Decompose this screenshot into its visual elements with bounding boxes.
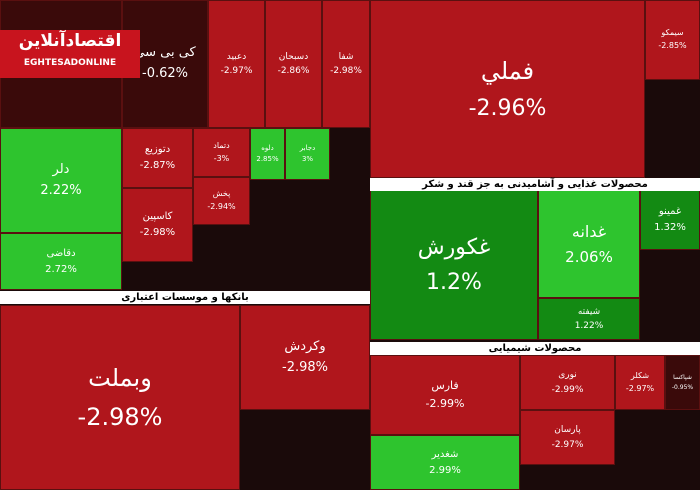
cell[interactable]: نوری -2.99%: [520, 355, 615, 410]
cell-name: شکلر: [630, 370, 650, 380]
cell[interactable]: غکورش 1.2%: [370, 190, 538, 340]
cell-name: دتوزیع: [144, 144, 171, 155]
cell-change: 3%: [301, 155, 314, 163]
section-title: محصولات شیمیایی: [370, 342, 700, 355]
cell-name: وکردش: [284, 338, 326, 354]
cell-change: -2.96%: [468, 95, 547, 121]
cell-name: کاسپین: [142, 211, 173, 222]
cell-change: -2.99%: [551, 384, 584, 395]
cell-name: غدانه: [571, 222, 607, 242]
cell[interactable]: فملي -2.96%: [370, 0, 645, 178]
cell-name: غکورش: [417, 234, 491, 260]
cell[interactable]: دسبحان -2.86%: [265, 0, 322, 128]
cell-change: -3%: [213, 153, 230, 163]
cell-change: 1.22%: [574, 321, 604, 331]
cell-name: دلوه: [261, 143, 274, 152]
cell-change: 1.32%: [654, 222, 686, 233]
cell[interactable]: سیمکو -2.85%: [645, 0, 700, 80]
cell-change: -2.98%: [282, 359, 328, 375]
cell-name: دجابر: [299, 143, 316, 152]
cell-change: -2.98%: [330, 66, 362, 76]
logo: اقتصادآنلاین EGHTESADONLINE: [0, 30, 140, 78]
cell-name: پخش: [212, 189, 231, 199]
logo-text: اقتصادآنلاین: [18, 31, 122, 51]
cell[interactable]: وکردش -2.98%: [240, 305, 370, 410]
cell-name: شیفته: [577, 306, 601, 317]
cell-change: -2.86%: [277, 66, 310, 76]
cell-change: -2.87%: [139, 160, 176, 171]
cell-name: فارس: [431, 379, 459, 393]
cell-change: 2.72%: [45, 263, 77, 275]
cell-name: پارسان: [554, 425, 581, 436]
cell[interactable]: پارسان -2.97%: [520, 410, 615, 465]
cell[interactable]: شپاکسا -0.95%: [665, 355, 700, 410]
cell-change: -2.97%: [551, 439, 584, 450]
cell-change: 2.22%: [40, 182, 82, 198]
cell-name: دسبحان: [278, 51, 309, 62]
cell-name: دعبید: [226, 51, 247, 62]
cell-name: سیمکو: [661, 28, 684, 38]
cell[interactable]: شکلر -2.97%: [615, 355, 665, 410]
cell[interactable]: دلر 2.22%: [0, 128, 122, 233]
cell-change: -2.85%: [658, 41, 687, 50]
cell-change: 2.06%: [565, 247, 613, 266]
cell-name: دلر: [52, 161, 70, 177]
cell-change: -2.99%: [425, 397, 465, 410]
cell[interactable]: فارس -2.99%: [370, 355, 520, 435]
cell-change: -2.98%: [139, 227, 176, 238]
cell-change: -2.97%: [220, 66, 253, 76]
cell[interactable]: وبملت -2.98%: [0, 305, 240, 490]
cell-name: نوری: [558, 370, 577, 381]
cell-name: شفا: [338, 51, 354, 62]
cell-name: وبملت: [88, 364, 152, 393]
cell-name: کی بی سی: [134, 45, 196, 61]
cell-change: 2.99%: [429, 464, 461, 476]
cell[interactable]: غمینو 1.32%: [640, 190, 700, 250]
cell-change: 1.2%: [426, 270, 482, 295]
cell-name: دقاضی: [46, 247, 76, 259]
cell-change: -0.62%: [142, 66, 188, 81]
cell-change: -2.97%: [625, 383, 655, 393]
cell[interactable]: دجابر 3%: [285, 128, 330, 180]
cell[interactable]: غدانه 2.06%: [538, 190, 640, 298]
cell-name: دتماد: [213, 140, 230, 150]
cell[interactable]: شیفته 1.22%: [538, 298, 640, 340]
cell[interactable]: شفا -2.98%: [322, 0, 370, 128]
cell-change: -2.94%: [207, 202, 236, 211]
cell[interactable]: دتماد -3%: [193, 128, 250, 177]
section-title: محصولات غذایی و آشامیدنی به جز قند و شکر: [370, 178, 700, 191]
cell-name: شپاکسا: [673, 373, 692, 381]
cell[interactable]: شغدیر 2.99%: [370, 435, 520, 490]
cell[interactable]: دلوه 2.85%: [250, 128, 285, 180]
cell-name: فملي: [480, 57, 535, 86]
cell-change: -0.95%: [671, 383, 694, 391]
cell[interactable]: دقاضی 2.72%: [0, 233, 122, 290]
cell[interactable]: دتوزیع -2.87%: [122, 128, 193, 188]
cell-change: 2.85%: [256, 155, 279, 163]
section-title: بانکها و موسسات اعتباری: [0, 291, 370, 304]
cell[interactable]: پخش -2.94%: [193, 177, 250, 225]
cell[interactable]: دعبید -2.97%: [208, 0, 265, 128]
cell-name: شغدیر: [431, 448, 459, 460]
cell-name: غمینو: [658, 206, 682, 217]
logo-text: EGHTESADONLINE: [23, 58, 117, 68]
cell-change: -2.98%: [77, 402, 163, 431]
cell[interactable]: کاسپین -2.98%: [122, 188, 193, 262]
